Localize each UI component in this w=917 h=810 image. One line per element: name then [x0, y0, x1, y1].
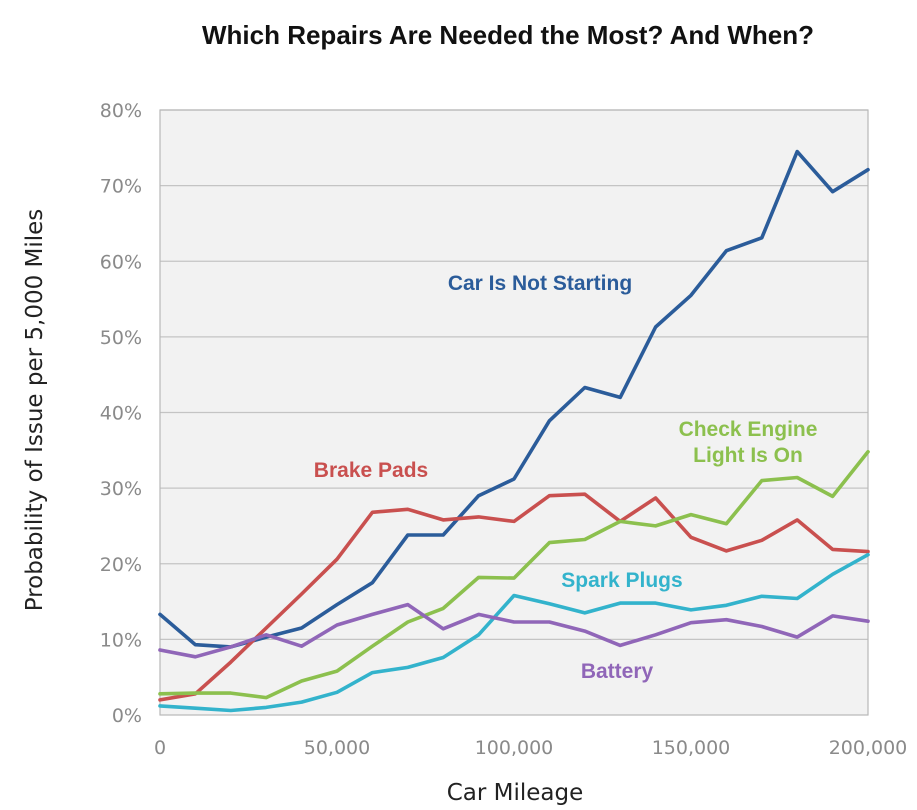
x-tick-label: 100,000: [475, 737, 554, 759]
y-tick-label: 50%: [100, 327, 142, 349]
series-line-spark-plugs: [158, 552, 870, 713]
y-tick-label: 20%: [100, 554, 142, 576]
y-tick-label: 70%: [100, 176, 142, 198]
chart-title: Which Repairs Are Needed the Most? And W…: [202, 20, 814, 50]
series-label-battery: Battery: [581, 660, 654, 683]
series-label-brake-pads: Brake Pads: [314, 459, 428, 482]
series-line-car-is-not-starting: [158, 149, 870, 649]
series-line-battery: [158, 602, 870, 659]
series-line-check-engine-light-is-on: [158, 449, 870, 700]
x-tick-label: 50,000: [304, 737, 370, 759]
series-label-spark-plugs: Spark Plugs: [561, 569, 682, 592]
y-tick-label: 10%: [100, 629, 142, 651]
y-tick-label: 80%: [100, 100, 142, 122]
x-tick-label: 150,000: [652, 737, 731, 759]
x-tick-label: 200,000: [829, 737, 908, 759]
y-tick-label: 30%: [100, 478, 142, 500]
x-axis-label: Car Mileage: [447, 780, 584, 806]
series-line-brake-pads: [158, 492, 870, 702]
series-label-car-is-not-starting: Car Is Not Starting: [448, 272, 632, 295]
y-tick-label: 60%: [100, 251, 142, 273]
y-tick-label: 40%: [100, 403, 142, 425]
y-axis-label: Probability of Issue per 5,000 Miles: [22, 209, 48, 612]
plot-frame: [159, 109, 869, 716]
x-tick-label: 0: [154, 737, 166, 759]
y-tick-label: 0%: [112, 705, 142, 727]
series-label-check-engine-light-is-on: Check Engine Light Is On: [679, 418, 818, 467]
